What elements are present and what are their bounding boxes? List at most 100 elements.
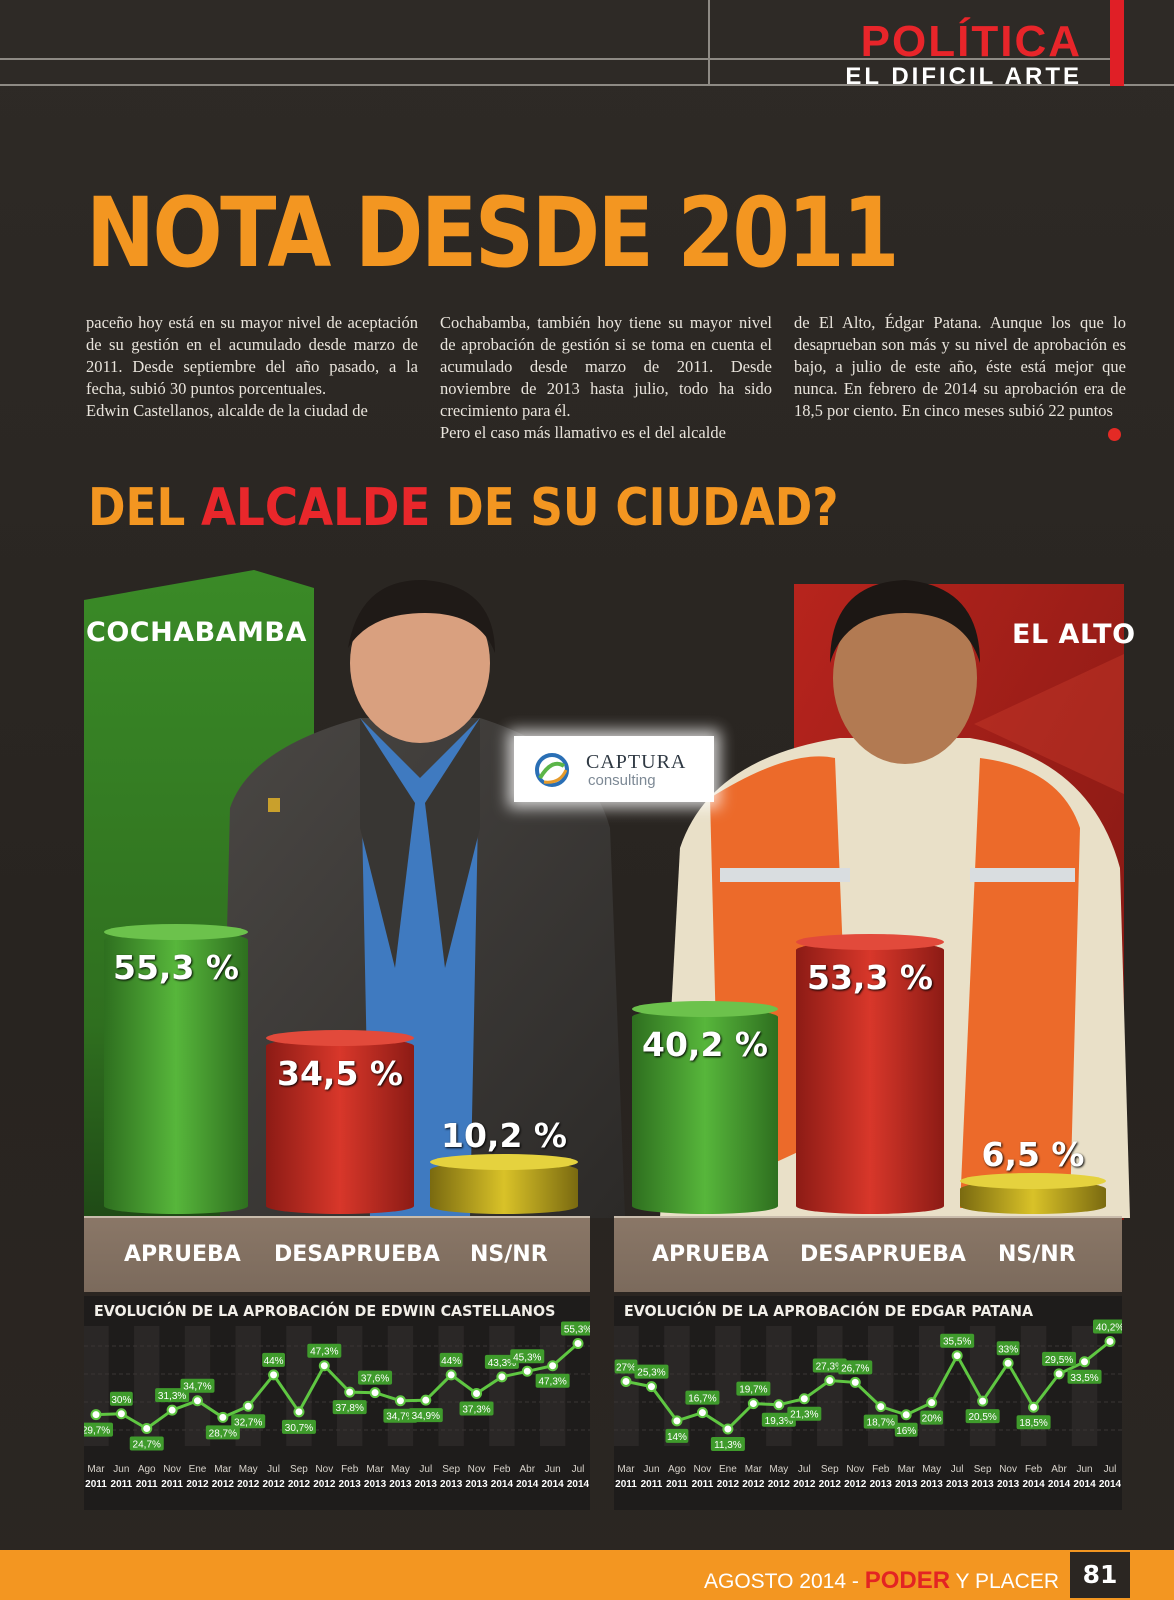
data-point bbox=[166, 1404, 178, 1416]
data-label-box bbox=[180, 1378, 215, 1393]
data-label: 44% bbox=[441, 1356, 461, 1367]
x-tick-month: Nov bbox=[163, 1464, 181, 1475]
data-point bbox=[115, 1408, 127, 1420]
data-label-box bbox=[634, 1364, 669, 1379]
captura-logo-icon bbox=[535, 753, 569, 787]
x-tick-month: May bbox=[391, 1464, 410, 1475]
x-tick-year: 2013 bbox=[870, 1479, 893, 1490]
data-label-box bbox=[996, 1341, 1020, 1356]
bar-cap bbox=[796, 934, 944, 950]
section-question: DEL ALCALDE DE SU CIUDAD? bbox=[88, 478, 839, 538]
data-label: 45,3% bbox=[513, 1352, 541, 1363]
x-tick-year: 2014 bbox=[1099, 1479, 1122, 1490]
data-point bbox=[420, 1394, 432, 1406]
bar-nsnr bbox=[430, 1154, 578, 1214]
bar-value-label: 53,3 % bbox=[807, 958, 933, 997]
x-tick-year: 2012 bbox=[819, 1479, 842, 1490]
data-point bbox=[926, 1397, 938, 1409]
data-label: 37,8% bbox=[336, 1403, 364, 1414]
data-point bbox=[394, 1395, 406, 1407]
paragraph: paceño hoy está en su mayor nivel de ace… bbox=[86, 313, 418, 398]
data-label: 32,7% bbox=[234, 1417, 262, 1428]
logo-subname: consulting bbox=[588, 772, 656, 789]
header-divider bbox=[708, 0, 710, 84]
evolution-line-chart: 27% Mar 2011 25,3% Jun 2011 14% Ago 2011 16,7% Nov… bbox=[614, 1319, 1122, 1490]
data-label: 19,7% bbox=[739, 1385, 767, 1396]
data-label-box bbox=[332, 1400, 367, 1415]
x-tick-month: Nov bbox=[846, 1464, 864, 1475]
x-tick-month: Abr bbox=[1051, 1464, 1067, 1475]
data-label-box bbox=[155, 1388, 190, 1403]
data-label: 14% bbox=[667, 1432, 687, 1443]
footer-rest: Y PLACER bbox=[950, 1570, 1060, 1593]
x-tick-month: Ago bbox=[668, 1464, 686, 1475]
data-label-box bbox=[685, 1390, 720, 1405]
data-label: 21,3% bbox=[790, 1410, 818, 1421]
data-point bbox=[471, 1388, 483, 1399]
x-tick-month: Jul bbox=[1104, 1464, 1117, 1475]
data-label: 37,6% bbox=[361, 1374, 389, 1385]
x-tick-month: Jun bbox=[1076, 1464, 1092, 1475]
x-tick-month: Sep bbox=[821, 1464, 839, 1475]
data-label: 24,7% bbox=[133, 1440, 161, 1451]
paragraph: Cochabamba, también hoy tiene su mayor n… bbox=[440, 313, 772, 420]
x-tick-year: 2012 bbox=[288, 1479, 311, 1490]
footer-text: AGOSTO 2014 - PODER Y PLACER bbox=[704, 1567, 1059, 1595]
headline: NOTA DESDE 2011 bbox=[86, 177, 900, 289]
question-text-end: DE SU CIUDAD? bbox=[430, 478, 839, 538]
x-tick-month: May bbox=[239, 1464, 258, 1475]
x-tick-year: 2013 bbox=[997, 1479, 1020, 1490]
data-label-box bbox=[614, 1359, 638, 1374]
data-point bbox=[696, 1407, 708, 1419]
data-point bbox=[547, 1360, 559, 1372]
category-nsnr: NS/NR bbox=[470, 1242, 548, 1267]
bar-cap bbox=[266, 1030, 414, 1046]
data-label-box bbox=[281, 1419, 316, 1434]
data-point bbox=[977, 1395, 989, 1407]
city-label-cochabamba: COCHABAMBA bbox=[86, 617, 307, 648]
category-band-cochabamba: APRUEBA DESAPRUEBA NS/NR bbox=[84, 1216, 590, 1292]
data-point bbox=[141, 1423, 153, 1434]
x-tick-year: 2012 bbox=[793, 1479, 816, 1490]
grid-stripe bbox=[438, 1326, 464, 1446]
x-tick-month: Feb bbox=[341, 1464, 359, 1475]
data-label: 20% bbox=[922, 1414, 942, 1425]
data-label: 47,3% bbox=[310, 1347, 338, 1358]
bar-value-label: 34,5 % bbox=[277, 1054, 403, 1093]
evolution-line-chart: 29,7% Mar 2011 30% Jun 2011 24,7% Ago 2011 31,3% N… bbox=[84, 1321, 590, 1490]
x-tick-month: Mar bbox=[898, 1464, 916, 1475]
data-label: 30% bbox=[111, 1395, 131, 1406]
x-tick-month: Ago bbox=[138, 1464, 156, 1475]
footer-brand: PODER bbox=[864, 1567, 951, 1594]
x-tick-year: 2014 bbox=[567, 1479, 590, 1490]
x-tick-month: Nov bbox=[694, 1464, 712, 1475]
x-tick-month: Jun bbox=[643, 1464, 659, 1475]
x-tick-month: May bbox=[922, 1464, 941, 1475]
data-point bbox=[572, 1338, 584, 1349]
data-label-box bbox=[736, 1381, 771, 1396]
data-point bbox=[722, 1423, 734, 1435]
data-point bbox=[293, 1406, 305, 1418]
x-tick-year: 2011 bbox=[111, 1479, 133, 1490]
data-point bbox=[1028, 1401, 1040, 1413]
data-label-box bbox=[535, 1373, 570, 1388]
data-point bbox=[1079, 1356, 1091, 1368]
data-label-box bbox=[205, 1425, 240, 1440]
data-label: 16% bbox=[896, 1426, 916, 1437]
section-accent-bar bbox=[1110, 0, 1124, 86]
grid-stripe bbox=[489, 1326, 515, 1446]
x-tick-year: 2012 bbox=[262, 1479, 285, 1490]
bar-aprueba bbox=[104, 924, 248, 1214]
category-aprueba: APRUEBA bbox=[124, 1242, 241, 1267]
data-label-box bbox=[665, 1428, 689, 1443]
data-label: 25,3% bbox=[637, 1368, 665, 1379]
grid-stripe bbox=[664, 1326, 690, 1446]
data-label-box bbox=[1093, 1319, 1122, 1334]
paragraph: Edwin Castellanos, alcalde de la ciudad … bbox=[86, 401, 368, 420]
x-tick-year: 2011 bbox=[85, 1479, 107, 1490]
data-point bbox=[798, 1393, 810, 1405]
data-point bbox=[1002, 1357, 1014, 1369]
bar-value-label: 10,2 % bbox=[441, 1116, 567, 1155]
data-label-box bbox=[109, 1391, 133, 1406]
